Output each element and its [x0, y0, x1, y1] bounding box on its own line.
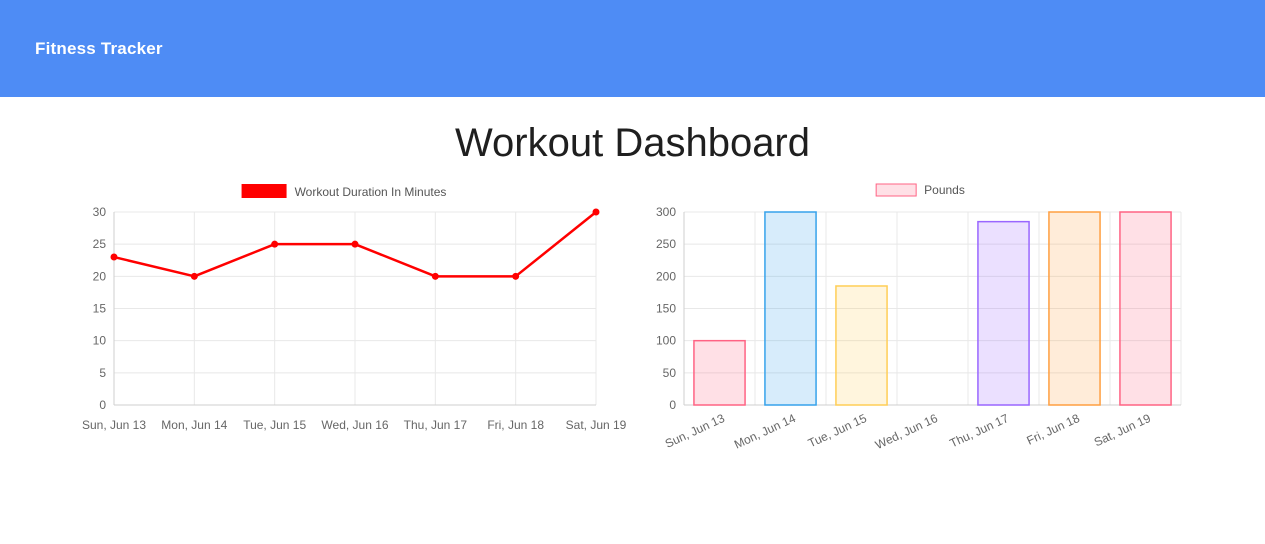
svg-text:5: 5 — [99, 366, 106, 380]
app-header: Fitness Tracker — [0, 0, 1265, 97]
svg-text:Mon, Jun 14: Mon, Jun 14 — [732, 411, 798, 452]
svg-text:Mon, Jun 14: Mon, Jun 14 — [161, 418, 227, 432]
svg-text:200: 200 — [656, 269, 676, 283]
main-content: Workout Dashboard 0 5 10 15 20 25 30 Sun, Jun 1… — [0, 121, 1265, 472]
svg-text:300: 300 — [656, 205, 676, 219]
svg-text:15: 15 — [93, 302, 107, 316]
svg-text:10: 10 — [93, 334, 107, 348]
pounds-chart-box: 0 50 100 150 200 250 300 Sun, Jun 13 Mon, Jun 14… — [648, 182, 1193, 472]
svg-text:Sat, Jun 19: Sat, Jun 19 — [566, 418, 627, 432]
svg-text:20: 20 — [93, 269, 107, 283]
svg-text:Fri, Jun 18: Fri, Jun 18 — [1024, 411, 1082, 448]
workout-duration-line-chart[interactable]: 0 5 10 15 20 25 30 Sun, Jun 13 Mon, Jun 14 Tue, J… — [78, 182, 627, 472]
svg-text:Wed, Jun 16: Wed, Jun 16 — [873, 411, 940, 452]
svg-text:250: 250 — [656, 237, 676, 251]
page-title: Workout Dashboard — [455, 121, 810, 165]
svg-text:Wed, Jun 16: Wed, Jun 16 — [321, 418, 388, 432]
chart-legend: Workout Duration In Minutes — [241, 184, 447, 199]
pounds-bar-chart[interactable]: 0 50 100 150 200 250 300 Sun, Jun 13 Mon, Jun 14… — [648, 182, 1193, 472]
svg-text:0: 0 — [669, 398, 676, 412]
svg-text:Sat, Jun 19: Sat, Jun 19 — [1092, 411, 1153, 449]
chart-legend: Pounds — [875, 183, 965, 197]
svg-text:Workout Duration In Minutes: Workout Duration In Minutes — [295, 185, 447, 199]
svg-text:Sun, Jun 13: Sun, Jun 13 — [663, 411, 727, 451]
svg-text:0: 0 — [99, 398, 106, 412]
workout-duration-chart-box: 0 5 10 15 20 25 30 Sun, Jun 13 Mon, Jun 14 Tue, J… — [78, 182, 627, 472]
svg-text:Tue, Jun 15: Tue, Jun 15 — [243, 418, 306, 432]
svg-text:Fri, Jun 18: Fri, Jun 18 — [487, 418, 544, 432]
svg-text:50: 50 — [663, 366, 677, 380]
svg-text:30: 30 — [93, 205, 107, 219]
svg-text:25: 25 — [93, 237, 107, 251]
app-brand[interactable]: Fitness Tracker — [35, 38, 163, 58]
svg-text:100: 100 — [656, 334, 676, 348]
svg-text:150: 150 — [656, 302, 676, 316]
svg-text:Tue, Jun 15: Tue, Jun 15 — [806, 411, 869, 450]
charts-row: 0 5 10 15 20 25 30 Sun, Jun 13 Mon, Jun 14 Tue, J… — [0, 182, 1265, 472]
svg-text:Thu, Jun 17: Thu, Jun 17 — [404, 418, 468, 432]
svg-text:Thu, Jun 17: Thu, Jun 17 — [947, 411, 1011, 451]
svg-text:Sun, Jun 13: Sun, Jun 13 — [82, 418, 146, 432]
svg-text:Pounds: Pounds — [924, 183, 965, 197]
